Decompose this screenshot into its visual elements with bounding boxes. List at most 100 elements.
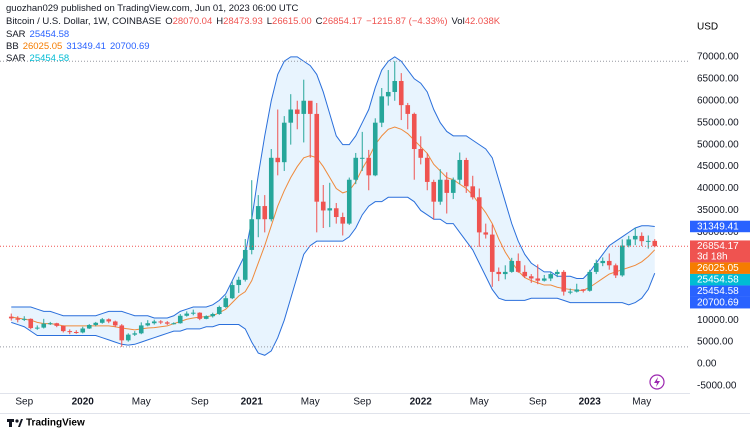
ohlc-field: H28473.93 xyxy=(216,16,263,27)
price-badge xyxy=(690,296,750,309)
price-badge-label: 26025.05 xyxy=(697,263,739,274)
candle-body xyxy=(626,239,632,246)
candle-body xyxy=(359,157,365,159)
price-badge-countdown: 3d 18h xyxy=(697,252,728,263)
candle-body xyxy=(457,159,463,180)
candle-body xyxy=(502,271,508,275)
candle-body xyxy=(223,298,229,307)
candle-body xyxy=(606,260,612,266)
indicator-row[interactable]: SAR 25454.58 xyxy=(6,29,73,41)
candle-body xyxy=(268,157,274,220)
candle-body xyxy=(203,316,209,319)
candle-body xyxy=(294,109,300,114)
candle-body xyxy=(99,319,105,323)
candle-body xyxy=(15,318,21,320)
candle-body xyxy=(379,96,385,123)
candle-body xyxy=(444,179,450,193)
candle-body xyxy=(151,321,157,324)
ohlc-field: O28070.04 xyxy=(165,16,212,27)
candle-body xyxy=(60,325,66,332)
candle-body xyxy=(431,181,437,202)
candle-body xyxy=(600,260,606,264)
candle-body xyxy=(158,321,164,323)
ohlc-label: O xyxy=(165,16,173,27)
candle-body xyxy=(418,149,424,158)
candle-body xyxy=(242,249,248,280)
x-tick-label: May xyxy=(132,397,151,408)
y-tick-label: 60000.00 xyxy=(697,95,739,106)
indicator-row[interactable]: SAR 25454.58 xyxy=(6,53,73,65)
tv-logo xyxy=(7,419,23,427)
candle-body xyxy=(366,157,372,176)
ohlc-field: L26615.00 xyxy=(267,16,312,27)
volume-value: 42.038K xyxy=(464,16,501,27)
ohlc-value: 28070.04 xyxy=(172,16,213,27)
candle-body xyxy=(613,265,619,276)
y-tick-label: 65000.00 xyxy=(697,73,739,84)
price-badge-label: 20700.69 xyxy=(697,298,739,309)
publisher: guozhan029 published on TradingView.com,… xyxy=(6,3,299,14)
candle-body xyxy=(301,100,307,114)
candle-body xyxy=(21,318,27,320)
y-tick-label: 70000.00 xyxy=(697,52,739,63)
ohlc-label: L xyxy=(266,16,273,27)
candle-body xyxy=(496,271,502,275)
symbol-line: Bitcoin / U.S. Dollar, 1W, COINBASE O2807… xyxy=(6,16,508,28)
y-tick-label: 50000.00 xyxy=(697,139,739,150)
indicator-row[interactable]: BB 26025.05 31349.41 20700.69 xyxy=(6,41,154,53)
candle-body xyxy=(574,289,580,292)
candle-body xyxy=(171,323,177,325)
candle-body xyxy=(249,219,255,250)
price-badge xyxy=(690,285,750,297)
candle-body xyxy=(437,179,443,202)
candle-body xyxy=(307,100,313,114)
candle-body xyxy=(190,312,196,314)
candle-body xyxy=(385,91,391,97)
candle-body xyxy=(567,291,573,293)
candle-body xyxy=(112,321,118,326)
candle-body xyxy=(138,325,144,334)
ohlc-value: 28473.93 xyxy=(223,16,263,27)
change: −1215.87 (−4.33%) xyxy=(366,16,448,27)
candle-body xyxy=(489,234,495,272)
indicator-name: BB xyxy=(6,41,19,52)
candle-body xyxy=(47,323,53,325)
candle-body xyxy=(476,197,482,233)
indicator-value: 26025.05 xyxy=(22,41,63,52)
x-tick-label: 2021 xyxy=(241,397,264,408)
indicator-value: 31349.41 xyxy=(66,41,106,52)
y-tick-label: 40000.00 xyxy=(697,183,739,194)
x-tick-label: 2023 xyxy=(579,397,602,408)
x-tick-label: May xyxy=(301,397,320,408)
candle-body xyxy=(619,245,625,276)
ohlc-field: C26854.17 xyxy=(316,16,363,27)
x-tick-label: May xyxy=(632,397,651,408)
x-tick-label: Sep xyxy=(529,397,547,408)
plot-area xyxy=(0,56,690,356)
candle-body xyxy=(320,201,326,211)
indicator-name: SAR xyxy=(6,29,26,40)
replay-icon[interactable] xyxy=(649,374,665,390)
indicator-name: SAR xyxy=(6,53,26,64)
x-tick-label: Sep xyxy=(15,397,33,408)
footer-brand: TradingView xyxy=(26,418,85,429)
candle-body xyxy=(262,206,268,220)
y-tick-label: 30000.00 xyxy=(697,227,739,238)
volume: Vol42.038K xyxy=(452,16,505,27)
candle-body xyxy=(314,113,320,202)
candle-body xyxy=(561,271,567,292)
candle-body xyxy=(483,232,489,235)
candle-body xyxy=(522,271,528,277)
ohlc-label: H xyxy=(216,16,224,27)
publisher-line: guozhan029 published on TradingView.com,… xyxy=(6,3,302,15)
candle-body xyxy=(515,260,521,272)
candle-body xyxy=(535,278,541,281)
x-tick-label: Sep xyxy=(353,397,371,408)
candle-body xyxy=(93,322,99,325)
candle-body xyxy=(470,186,476,198)
y-tick-label: 0.00 xyxy=(697,359,717,370)
ohlc-value: 26854.17 xyxy=(322,16,363,27)
currency-label: USD xyxy=(697,22,718,33)
indicator-value: 20700.69 xyxy=(109,41,150,52)
candle-body xyxy=(67,331,73,333)
